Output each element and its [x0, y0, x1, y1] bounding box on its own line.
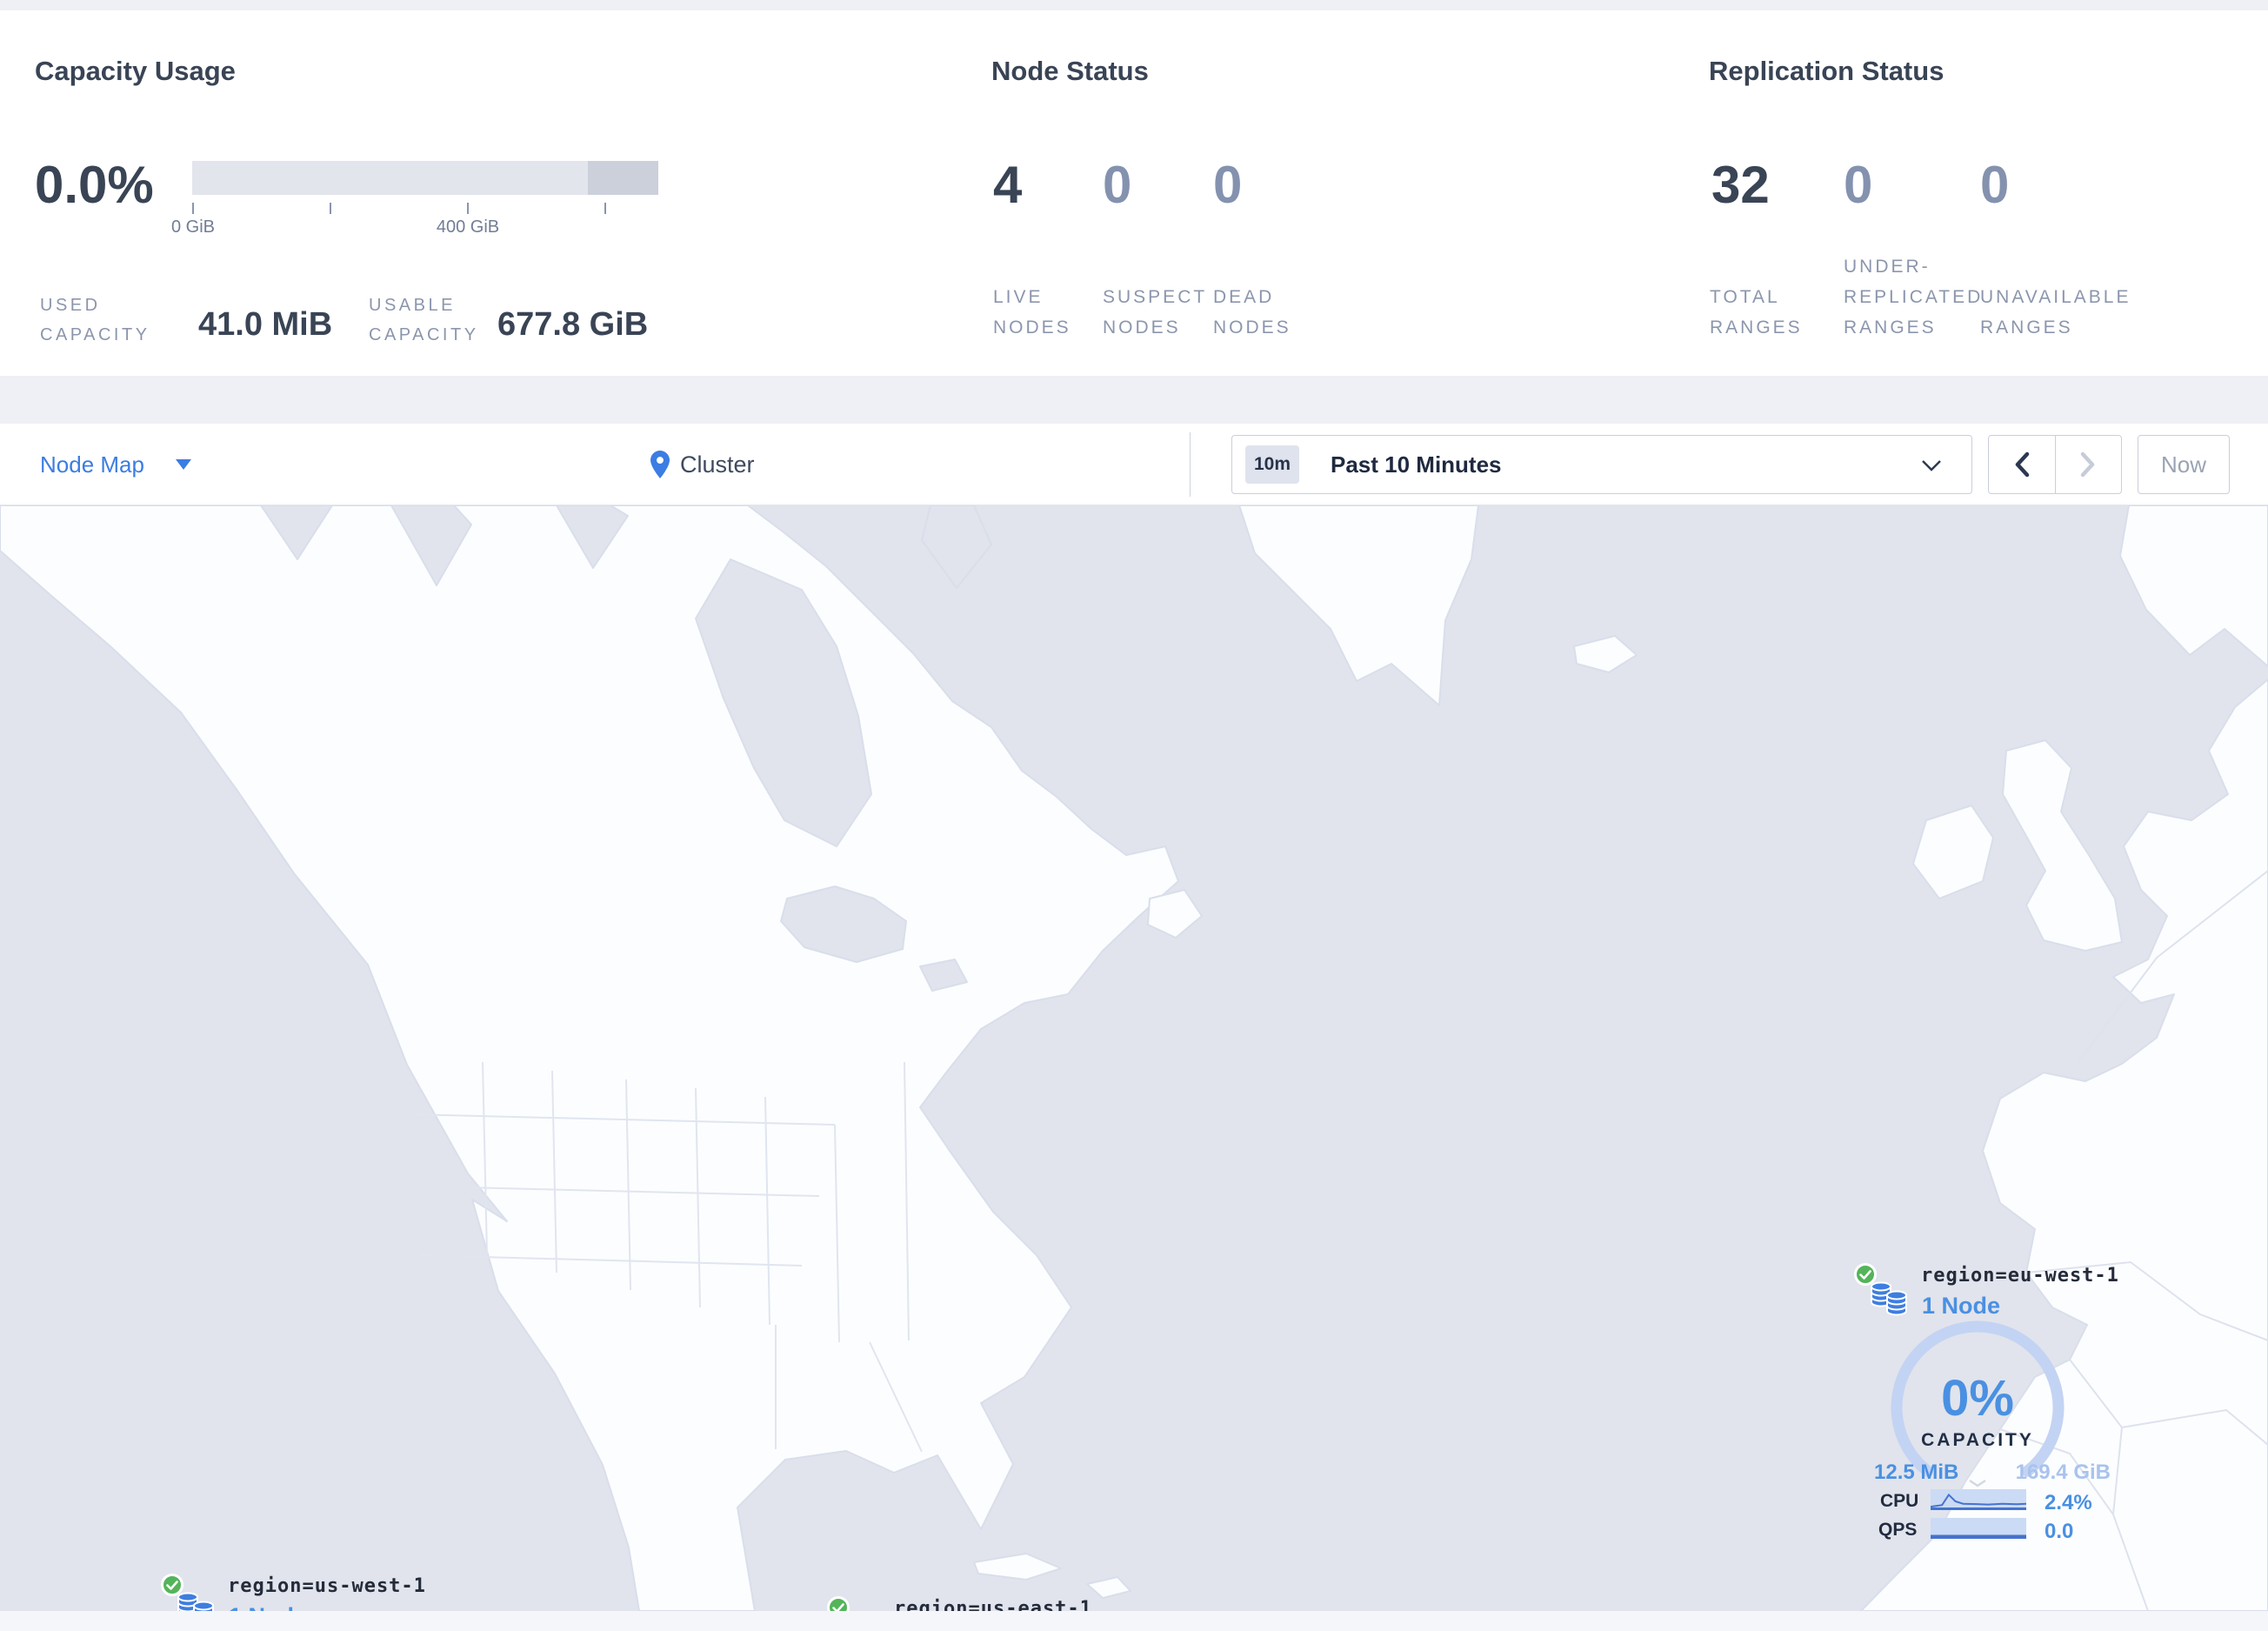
region-node-count[interactable]: 1 Node [1922, 1293, 2001, 1319]
chevron-left-icon [2015, 451, 2029, 478]
capacity-axis-label-400: 400 GiB [436, 217, 500, 237]
replication-status-title: Replication Status [1709, 56, 1944, 86]
region-capacity-percent: 0% [1941, 1370, 2014, 1427]
time-range-label: Past 10 Minutes [1331, 451, 1502, 478]
healthy-check-icon [161, 1574, 183, 1596]
usable-capacity-value: 677.8 GiB [497, 306, 649, 343]
cpu-sparkline [1931, 1489, 2026, 1510]
time-range-badge: 10m [1245, 445, 1299, 484]
total-ranges-value: 32 [1711, 156, 1770, 214]
breadcrumb-label: Cluster [680, 451, 755, 478]
unavailable-ranges-value: 0 [1980, 156, 2010, 214]
view-selector-label: Node Map [40, 451, 144, 478]
bottom-strip [0, 1611, 2268, 1631]
world-map [0, 505, 2268, 1611]
region-marker-us-west-1[interactable]: region=us-west-1 1 Node 0% CAPACITY 12.2… [157, 1568, 426, 1611]
live-nodes-label: LIVE NODES [993, 287, 1071, 338]
now-button[interactable]: Now [2138, 435, 2230, 494]
capacity-gauge-arc [1891, 1320, 2065, 1477]
under-replicated-ranges-value: 0 [1844, 156, 1873, 214]
chevron-down-icon [175, 459, 191, 470]
chevron-right-icon [2081, 451, 2095, 478]
healthy-check-icon [1854, 1263, 1877, 1286]
under-replicated-ranges-label: UNDER- REPLICATED RANGES [1844, 257, 1984, 338]
qps-sparkline [1931, 1518, 2026, 1539]
region-label: region=eu-west-1 [1921, 1265, 2119, 1287]
region-label: region=us-east-1 [894, 1598, 1092, 1611]
database-stack-icon [177, 1592, 214, 1611]
location-pin-icon [650, 451, 670, 478]
region-node-count[interactable]: 1 Node [229, 1603, 307, 1611]
total-ranges-label: TOTAL RANGES [1710, 287, 1803, 338]
now-button-label: Now [2160, 451, 2206, 478]
cluster-summary-bar: Capacity Usage 0.0% 0 GiB 400 GiB USED C… [0, 10, 2268, 376]
cpu-value: 2.4% [2045, 1491, 2092, 1514]
node-status-title: Node Status [991, 56, 1149, 86]
used-capacity-value: 41.0 MiB [198, 306, 333, 343]
live-nodes-value: 4 [993, 156, 1023, 214]
region-total-capacity: 169.4 GiB [2015, 1461, 2111, 1484]
capacity-usage-title: Capacity Usage [35, 56, 236, 86]
suspect-nodes-value: 0 [1103, 156, 1132, 214]
region-label: region=us-west-1 [228, 1575, 426, 1597]
capacity-axis-label-0: 0 GiB [170, 217, 216, 237]
time-step-control [1988, 435, 2122, 494]
unavailable-ranges-label: UNAVAILABLE RANGES [1980, 287, 2131, 338]
chevron-down-icon [1922, 460, 1941, 471]
capacity-used-percent: 0.0% [35, 156, 154, 214]
view-selector-dropdown[interactable]: Node Map [40, 424, 191, 505]
node-map[interactable]: region=us-west-1 1 Node 0% CAPACITY 12.2… [0, 505, 2268, 1611]
map-toolbar: Node Map Cluster 10m Past 10 Minutes [0, 424, 2268, 505]
healthy-check-icon [827, 1596, 850, 1611]
capacity-bar-dark-segment [588, 161, 658, 195]
qps-value: 0.0 [2045, 1520, 2074, 1543]
dead-nodes-label: DEAD NODES [1213, 287, 1291, 338]
capacity-axis-tick [467, 203, 469, 214]
suspect-nodes-label: SUSPECT NODES [1103, 287, 1208, 338]
time-range-dropdown[interactable]: 10m Past 10 Minutes [1231, 435, 1972, 494]
time-step-back-button[interactable] [1989, 436, 2056, 493]
capacity-axis-tick [604, 203, 606, 214]
time-step-forward-button[interactable] [2056, 436, 2122, 493]
used-capacity-label: USED CAPACITY [40, 296, 150, 344]
region-capacity-label: CAPACITY [1921, 1430, 2034, 1450]
usable-capacity-label: USABLE CAPACITY [369, 296, 479, 344]
capacity-axis-tick [192, 203, 194, 214]
toolbar-divider [1190, 432, 1191, 497]
region-marker-us-east-1[interactable]: region=us-east-1 2 Nodes 0% CAPACITY 16.… [823, 1591, 1092, 1611]
capacity-bar [192, 161, 658, 195]
dead-nodes-value: 0 [1213, 156, 1243, 214]
breadcrumb[interactable]: Cluster [650, 424, 755, 505]
region-used-capacity: 12.5 MiB [1874, 1461, 1959, 1484]
qps-label: QPS [1878, 1520, 1918, 1540]
region-marker-eu-west-1[interactable]: region=eu-west-1 1 Node 0% CAPACITY 12.5… [1850, 1258, 2119, 1558]
database-stack-icon [1871, 1281, 1907, 1316]
chevron-down-icon [1969, 1479, 1986, 1487]
capacity-axis-tick [330, 203, 331, 214]
cpu-label: CPU [1880, 1491, 1919, 1511]
